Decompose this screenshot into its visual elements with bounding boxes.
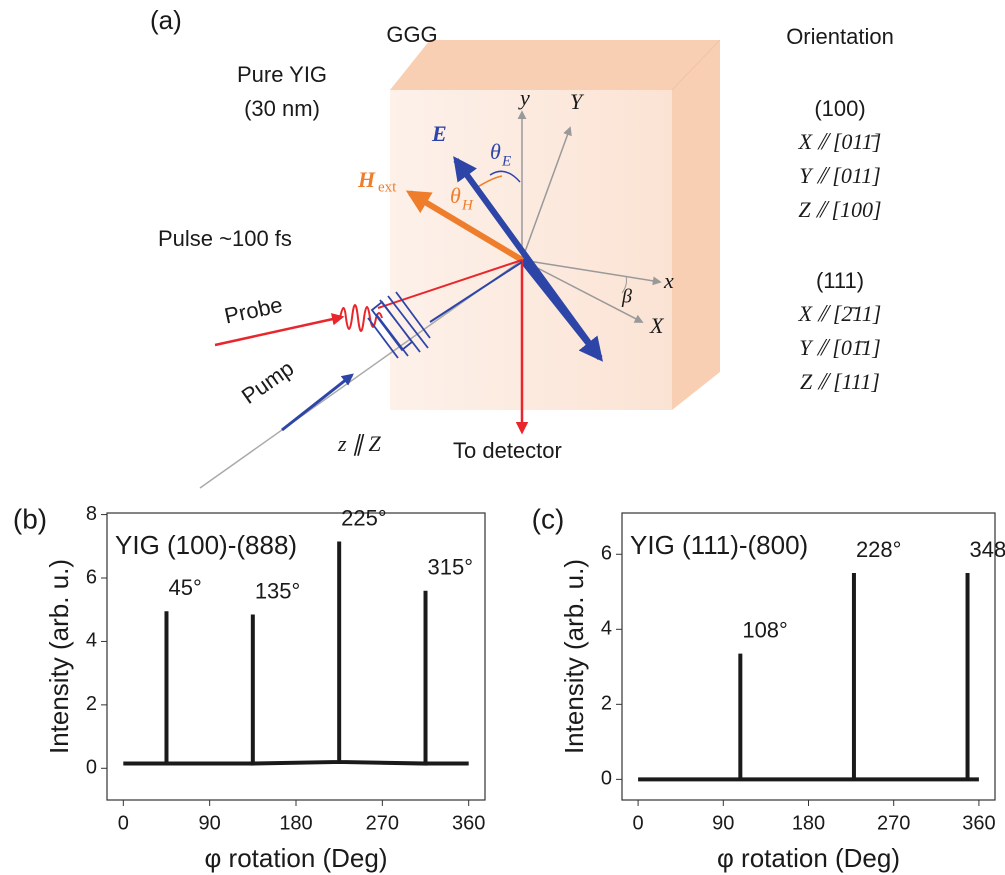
y-tick-label: 0 (86, 757, 97, 779)
detector-label: To detector (453, 438, 562, 463)
x-tick-label: 0 (633, 812, 644, 834)
y-tick-label: 6 (86, 566, 97, 588)
y-axis-label: y (518, 85, 530, 110)
orientation-group: (111) (816, 268, 864, 293)
theta-e-subscript: E (501, 153, 511, 169)
theta-e-arc (489, 170, 521, 183)
x-tick-label: 0 (118, 812, 129, 834)
e-field-arrow (519, 258, 603, 362)
X-axis-label: X (649, 313, 665, 338)
orientation-line: Z ⫽ [100] (798, 197, 881, 222)
pump-label: Pump (237, 355, 298, 408)
orientation-line: Y ⫽ [01̄1] (799, 335, 881, 360)
x-axis-label: x (663, 268, 674, 293)
y-tick-label: 4 (601, 618, 612, 640)
film-label: Pure YIG (237, 62, 327, 87)
peak-label: 45° (168, 575, 201, 600)
panel-a: (a) GGG Pure YIG (30 nm) Pulse ~100 fs P… (150, 5, 894, 489)
peak-label: 225° (341, 505, 387, 530)
orientation-line: Y ⫽ [011] (799, 163, 881, 188)
substrate-label: GGG (386, 22, 437, 47)
y-tick-label: 2 (86, 693, 97, 715)
thickness-label: (30 nm) (244, 96, 320, 121)
x-axis-title: φ rotation (Deg) (717, 843, 900, 873)
data-line (638, 573, 979, 782)
beta-label: β (621, 286, 632, 308)
panel-label: (b) (13, 503, 47, 534)
x-tick-label: 180 (792, 812, 825, 834)
theta-e-label: θ (490, 139, 501, 164)
theta-h-subscript: H (461, 197, 474, 213)
data-line (123, 541, 469, 766)
probe-arrow (214, 313, 345, 347)
x-tick-label: 180 (279, 812, 312, 834)
x-tick-label: 360 (962, 812, 995, 834)
edge (671, 39, 721, 91)
chart-title: YIG (100)-(888) (115, 530, 297, 560)
y-axis-title: Intensity (arb. u.) (559, 559, 589, 754)
beta-arc (621, 275, 627, 294)
peak-label: 348° (970, 537, 1005, 562)
probe-label: Probe (222, 292, 285, 329)
h-field-subscript: ext (378, 179, 397, 195)
orientation-group: (100) (814, 96, 865, 121)
peak-label: 135° (255, 578, 301, 603)
orientation-table: Orientation (100) X ⫽ [011̄] Y ⫽ [011] Z ⫽ … (786, 24, 894, 394)
pump-pulse (367, 291, 431, 359)
y-tick-label: 8 (86, 503, 97, 525)
panel-label: (a) (150, 5, 182, 35)
orientation-line: X ⫽ [2̄11] (798, 301, 882, 326)
z-axis-label: z ∥ Z (337, 431, 382, 456)
h-field-label: H (357, 167, 376, 192)
y-tick-label: 2 (601, 693, 612, 715)
probe-pulse (339, 304, 383, 332)
orientation-title: Orientation (786, 24, 894, 49)
y-tick-label: 4 (86, 630, 97, 652)
pulse-label: Pulse ~100 fs (158, 226, 292, 251)
chart-title: YIG (111)-(800) (630, 530, 808, 560)
theta-h-label: θ (450, 183, 461, 208)
pump-beam (429, 261, 523, 323)
pump-arrow (281, 373, 354, 432)
x-axis-title: φ rotation (Deg) (204, 843, 387, 873)
x-tick-label: 90 (199, 812, 221, 834)
peak-label: 228° (856, 537, 902, 562)
y-axis-title: Intensity (arb. u.) (44, 559, 74, 754)
x-tick-label: 270 (366, 812, 399, 834)
y-tick-label: 6 (601, 543, 612, 565)
x-axis-arrow (521, 259, 662, 286)
e-field-arrow (453, 156, 533, 264)
peak-label: 315° (428, 555, 474, 580)
h-field-arrow (405, 190, 524, 263)
orientation-line: X ⫽ [011̄] (798, 129, 882, 154)
panel-label: (c) (532, 503, 565, 534)
Y-axis-label: Y (570, 89, 585, 114)
Y-axis-arrow (521, 126, 572, 261)
x-tick-label: 270 (877, 812, 910, 834)
peak-label: 108° (742, 617, 788, 642)
x-tick-label: 360 (452, 812, 485, 834)
e-field-label: E (431, 121, 447, 146)
y-tick-label: 0 (601, 768, 612, 790)
X-axis-arrow (521, 259, 644, 323)
x-tick-label: 90 (712, 812, 734, 834)
orientation-line: Z ⫽ [111] (800, 369, 880, 394)
